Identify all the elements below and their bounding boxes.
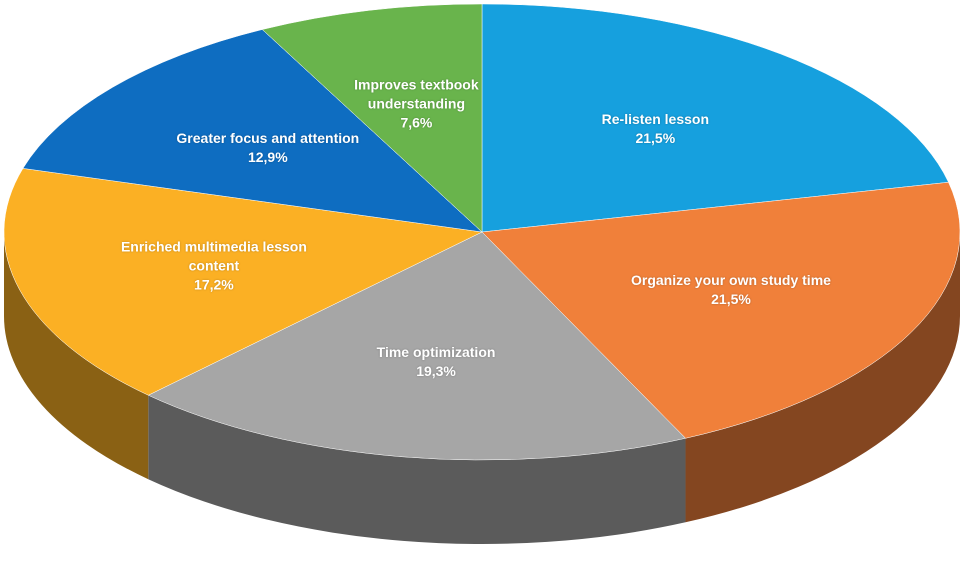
pie-slice bbox=[147, 231, 687, 461]
slice-value: 21,5% bbox=[711, 291, 751, 308]
slice-category: Time optimization bbox=[376, 344, 496, 361]
pie-side bbox=[685, 232, 960, 523]
slice-category: Re-listen lesson bbox=[601, 110, 710, 127]
slice-value: 19,3% bbox=[416, 363, 456, 380]
slice-value: 12,9% bbox=[247, 149, 288, 166]
pie-slice bbox=[481, 3, 949, 233]
slice-category: Enriched multimedia lesson content bbox=[120, 238, 307, 274]
pie-side bbox=[4, 232, 149, 480]
slice-category: Greater focus and attention bbox=[176, 130, 360, 147]
pie-side bbox=[148, 395, 686, 544]
slice-value: 17,2% bbox=[194, 276, 234, 293]
slice-label: Organize your own study time 21,5% bbox=[631, 271, 831, 309]
pie-slice bbox=[3, 168, 483, 396]
slice-category: Improves textbook understanding bbox=[354, 76, 479, 111]
slice-label: Improves textbook understanding 7,6% bbox=[311, 75, 521, 132]
pie-slice bbox=[261, 3, 483, 233]
slice-value: 21,5% bbox=[635, 129, 676, 146]
slice-label: Re-listen lesson 21,5% bbox=[602, 110, 709, 148]
slice-value: 7,6% bbox=[400, 114, 433, 130]
slice-label: Enriched multimedia lesson content 17,2% bbox=[109, 237, 319, 294]
slice-label: Time optimization 19,3% bbox=[377, 343, 496, 381]
slice-label: Greater focus and attention 12,9% bbox=[176, 129, 359, 167]
pie-slice bbox=[481, 181, 961, 439]
pie-slice bbox=[22, 29, 483, 233]
slice-category: Organize your own study time bbox=[631, 272, 831, 289]
